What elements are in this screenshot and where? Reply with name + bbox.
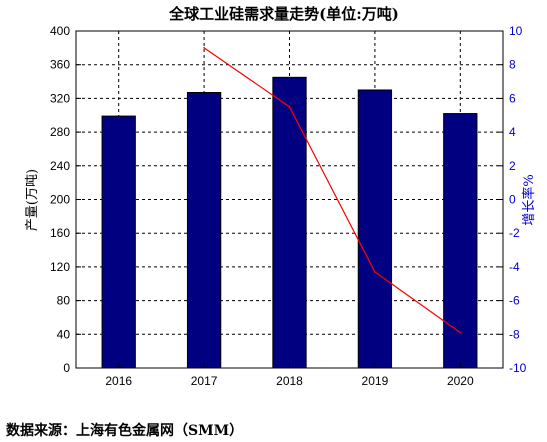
line-point bbox=[459, 331, 462, 334]
bar bbox=[186, 92, 222, 369]
left-tick-label: 80 bbox=[57, 294, 71, 308]
left-tick-label: 0 bbox=[63, 361, 70, 375]
chart: 全球工业硅需求量走势(单位:万吨) 0408012016020024028032… bbox=[25, 5, 537, 388]
right-tick-label: 4 bbox=[509, 125, 516, 139]
right-tick-label: -8 bbox=[509, 327, 520, 341]
right-tick-label: 0 bbox=[509, 193, 516, 207]
right-axis-ticks: -10 -8 -6 -4 -2 0 2 4 6 8 10 bbox=[498, 24, 527, 375]
right-tick-label: -10 bbox=[509, 361, 527, 375]
left-tick-label: 280 bbox=[50, 125, 70, 139]
left-tick-label: 160 bbox=[50, 226, 70, 240]
left-tick-label: 320 bbox=[50, 91, 70, 105]
line-point bbox=[203, 47, 205, 49]
right-tick-label: -4 bbox=[509, 260, 520, 274]
x-tick-label: 2016 bbox=[105, 374, 132, 388]
y-axis-label: 产量(万吨) bbox=[25, 169, 40, 231]
x-tick-label: 2017 bbox=[191, 374, 218, 388]
chart-title: 全球工业硅需求量走势(单位:万吨) bbox=[168, 5, 399, 23]
right-tick-label: 2 bbox=[509, 159, 516, 173]
left-tick-label: 200 bbox=[50, 193, 70, 207]
left-tick-label: 40 bbox=[57, 327, 71, 341]
bar bbox=[272, 76, 307, 369]
left-tick-label: 400 bbox=[50, 24, 70, 38]
x-axis-ticks: 2016 2017 2018 2019 2020 bbox=[105, 363, 474, 388]
right-tick-label: 6 bbox=[509, 91, 516, 105]
x-tick-label: 2020 bbox=[447, 374, 474, 388]
bar-series bbox=[101, 76, 478, 369]
left-tick-label: 360 bbox=[50, 58, 70, 72]
line-point bbox=[288, 106, 291, 108]
bar bbox=[357, 89, 393, 369]
left-tick-label: 120 bbox=[50, 260, 70, 274]
right-tick-label: 10 bbox=[509, 24, 523, 38]
left-tick-label: 240 bbox=[50, 159, 70, 173]
right-tick-label: -2 bbox=[509, 226, 520, 240]
x-tick-label: 2019 bbox=[362, 374, 389, 388]
source-note: 数据来源：上海有色金属网（SMM） bbox=[6, 423, 244, 439]
x-tick-label: 2018 bbox=[276, 374, 303, 388]
left-axis-ticks: 0 40 80 120 160 200 240 280 320 360 400 bbox=[50, 24, 81, 375]
bar bbox=[101, 115, 136, 369]
right-tick-label: 8 bbox=[509, 58, 516, 72]
right-tick-label: -6 bbox=[509, 294, 520, 308]
y-axis-right-label: 增长率% bbox=[521, 174, 537, 225]
growth-line-series bbox=[203, 47, 462, 334]
line-point bbox=[374, 271, 376, 273]
growth-line bbox=[203, 47, 461, 334]
bar bbox=[443, 113, 478, 369]
